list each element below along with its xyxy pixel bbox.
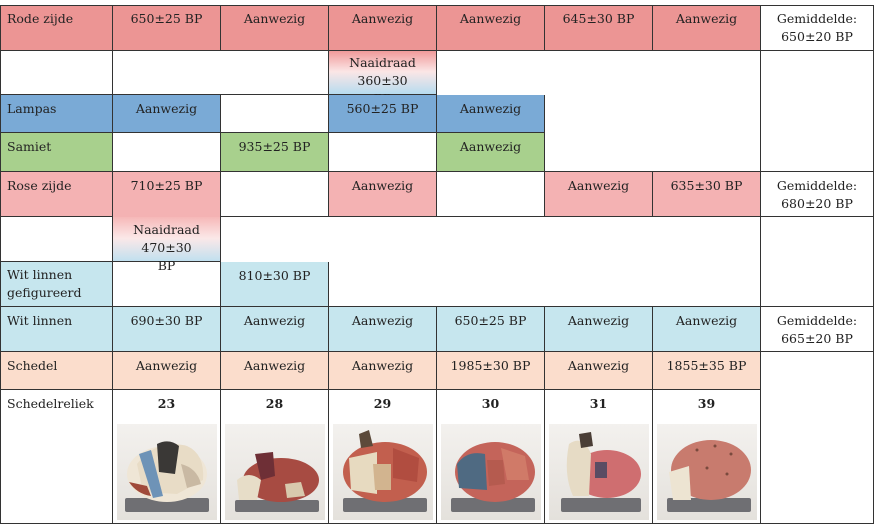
empty-cell bbox=[221, 217, 761, 262]
cell-rose-zijde-39: 635±30 BP bbox=[653, 172, 761, 217]
cell-rose-zijde-28 bbox=[221, 172, 329, 217]
skull-relic-28-photo bbox=[225, 424, 325, 520]
cell-samiet-30: Aanwezig bbox=[437, 133, 545, 172]
cell-naaidraad-29: Naaidraad 360±30 BP bbox=[329, 51, 437, 106]
cell-rose-zijde-23: 710±25 BP bbox=[113, 172, 221, 217]
row-label-rode-zijde: Rode zijde bbox=[0, 5, 113, 51]
empty-cell bbox=[545, 95, 761, 133]
cell-rode-zijde-29: Aanwezig bbox=[329, 5, 437, 51]
cell-schedel-23: Aanwezig bbox=[113, 352, 221, 390]
relic-number-30: 30 bbox=[437, 390, 545, 524]
relic-number-31: 31 bbox=[545, 390, 653, 524]
relic-number-28: 28 bbox=[221, 390, 329, 524]
skull-relic-31-photo bbox=[549, 424, 649, 520]
empty-cell bbox=[113, 51, 329, 95]
skull-relic-39-photo bbox=[657, 424, 757, 520]
cell-wit-linnen-30: 650±25 BP bbox=[437, 307, 545, 352]
empty-summary bbox=[761, 217, 874, 307]
empty-cell bbox=[545, 133, 761, 172]
cell-rode-zijde-28: Aanwezig bbox=[221, 5, 329, 51]
cell-wit-linnen-23: 690±30 BP bbox=[113, 307, 221, 352]
cell-schedel-29: Aanwezig bbox=[329, 352, 437, 390]
relic-number-39: 39 bbox=[653, 390, 761, 524]
cell-rode-zijde-30: Aanwezig bbox=[437, 5, 545, 51]
row-label-wit-linnen-gefigureerd: Wit linnen gefigureerd bbox=[0, 262, 113, 307]
cell-lampas-23: Aanwezig bbox=[113, 95, 221, 133]
empty-cell bbox=[329, 262, 761, 307]
row-label-schedelreliek: Schedelreliek bbox=[0, 390, 113, 524]
cell-wit-linnen-31: Aanwezig bbox=[545, 307, 653, 352]
row-label-rose-zijde: Rose zijde bbox=[0, 172, 113, 217]
cell-samiet-29 bbox=[329, 133, 437, 172]
empty-summary bbox=[761, 51, 874, 172]
cell-naaidraad-23: Naaidraad 470±30 BP bbox=[113, 217, 221, 273]
empty-cell bbox=[0, 217, 113, 262]
cell-schedel-30: 1985±30 BP bbox=[437, 352, 545, 390]
cell-rose-zijde-29: Aanwezig bbox=[329, 172, 437, 217]
empty-summary bbox=[761, 352, 874, 524]
cell-lampas-29: 560±25 BP bbox=[329, 95, 437, 133]
relic-number-23: 23 bbox=[113, 390, 221, 524]
skull-relic-29-photo bbox=[333, 424, 433, 520]
cell-wit-linnen-29: Aanwezig bbox=[329, 307, 437, 352]
cell-rose-zijde-30 bbox=[437, 172, 545, 217]
cell-lampas-28 bbox=[221, 95, 329, 133]
summary-rose-zijde: Gemiddelde: 680±20 BP bbox=[761, 172, 874, 217]
cell-wit-linnen-gef-23 bbox=[113, 262, 221, 307]
row-label-wit-linnen: Wit linnen bbox=[0, 307, 113, 352]
row-label-samiet: Samiet bbox=[0, 133, 113, 172]
cell-samiet-28: 935±25 BP bbox=[221, 133, 329, 172]
row-label-lampas: Lampas bbox=[0, 95, 113, 133]
row-label-schedel: Schedel bbox=[0, 352, 113, 390]
cell-rode-zijde-39: Aanwezig bbox=[653, 5, 761, 51]
cell-wit-linnen-gef-28: 810±30 BP bbox=[221, 262, 329, 307]
cell-schedel-28: Aanwezig bbox=[221, 352, 329, 390]
empty-cell bbox=[437, 51, 761, 95]
cell-rode-zijde-31: 645±30 BP bbox=[545, 5, 653, 51]
skull-relic-23-photo bbox=[117, 424, 217, 520]
cell-wit-linnen-39: Aanwezig bbox=[653, 307, 761, 352]
cell-schedel-31: Aanwezig bbox=[545, 352, 653, 390]
cell-rose-zijde-31: Aanwezig bbox=[545, 172, 653, 217]
empty-cell bbox=[0, 51, 113, 95]
cell-rode-zijde-23: 650±25 BP bbox=[113, 5, 221, 51]
summary-rode-zijde: Gemiddelde: 650±20 BP bbox=[761, 5, 874, 51]
cell-schedel-39: 1855±35 BP bbox=[653, 352, 761, 390]
summary-wit-linnen: Gemiddelde: 665±20 BP bbox=[761, 307, 874, 352]
cell-samiet-23 bbox=[113, 133, 221, 172]
skull-relic-30-photo bbox=[441, 424, 541, 520]
cell-lampas-30: Aanwezig bbox=[437, 95, 545, 133]
cell-wit-linnen-28: Aanwezig bbox=[221, 307, 329, 352]
relic-number-29: 29 bbox=[329, 390, 437, 524]
